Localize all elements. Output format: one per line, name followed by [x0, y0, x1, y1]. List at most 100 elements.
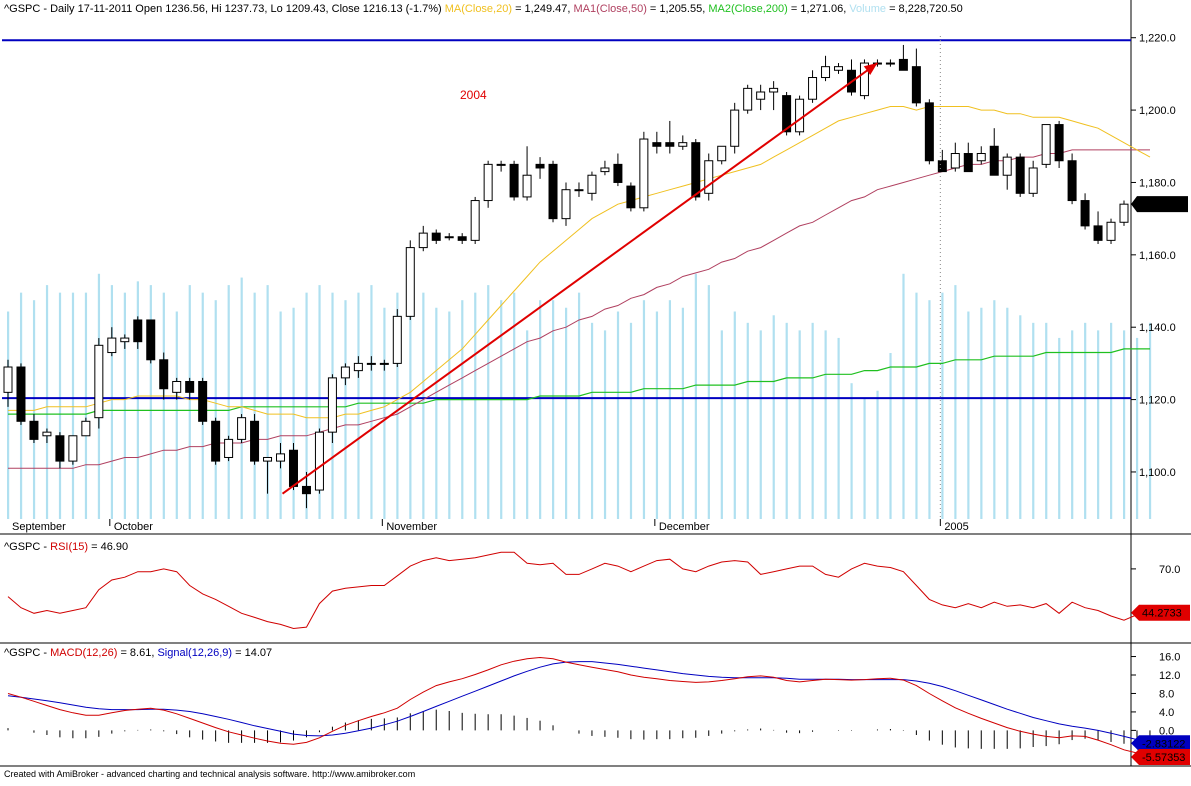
candle — [808, 70, 818, 103]
volume-bar — [7, 311, 10, 519]
macd-header: ^GSPC - MACD(12,26) = 8.61, Signal(12,26… — [4, 647, 272, 659]
candle — [366, 356, 376, 371]
candle-body — [665, 142, 675, 147]
candle — [340, 363, 350, 386]
macd-tick-label: 8.0 — [1159, 688, 1174, 700]
candle-body — [1106, 221, 1116, 241]
candle-body — [185, 380, 195, 393]
candle-body — [314, 431, 324, 491]
candle — [730, 102, 740, 154]
trendline-segment — [281, 62, 879, 495]
candle — [769, 81, 779, 111]
candle — [587, 171, 597, 201]
candle-body — [366, 362, 376, 365]
candle-body — [68, 435, 78, 462]
candle-body — [989, 145, 999, 176]
candle-body — [1119, 203, 1129, 223]
volume-bar — [603, 330, 607, 519]
candle — [301, 471, 311, 509]
volume-bar — [759, 330, 762, 519]
footer-credit: Created with AmiBroker - advanced charti… — [4, 769, 415, 779]
volume-bar — [1032, 322, 1035, 519]
candle — [1080, 193, 1090, 230]
candle — [327, 374, 337, 444]
volume-bar — [824, 330, 827, 519]
macd-tick-label: 16.0 — [1159, 652, 1180, 664]
candle-body — [574, 189, 584, 192]
candle-body — [146, 319, 156, 361]
candle-body — [353, 362, 363, 372]
volume-bar — [1006, 307, 1009, 519]
candle — [665, 120, 675, 154]
candle — [950, 142, 960, 172]
candle — [1093, 211, 1103, 244]
macd-header-prefix: ^GSPC - — [4, 647, 50, 659]
candle — [29, 414, 39, 444]
candle-body — [717, 145, 727, 162]
volume-bar — [967, 311, 970, 519]
candle-body — [133, 319, 143, 343]
volume-bar — [811, 322, 814, 519]
volume-bar — [694, 273, 697, 519]
candlesticks — [3, 44, 1129, 509]
candle — [1106, 218, 1116, 244]
volume-bar — [1071, 330, 1074, 519]
candle-body — [963, 153, 973, 173]
volume-bar — [1058, 337, 1061, 519]
signal-label: Signal(12,26,9) — [157, 647, 232, 659]
price-tick-label: 1,200.0 — [1139, 105, 1176, 117]
volume-bar — [110, 285, 114, 519]
volume-bar — [253, 292, 256, 519]
month-label: November — [386, 521, 437, 533]
candle-body — [639, 138, 649, 209]
volume-bar — [993, 300, 996, 519]
candle-body — [613, 163, 623, 183]
volume-bar — [227, 285, 230, 519]
candle-body — [704, 160, 714, 194]
candle-body — [55, 435, 65, 462]
price-tick-label: 1,220.0 — [1139, 33, 1176, 45]
volume-bar — [136, 281, 139, 519]
volume-bar — [370, 285, 373, 519]
last-price-label: 1,174.07 — [1141, 199, 1184, 211]
macd-y-axis: 0.0 4.0 8.0 12.0 16.0 -2.83122 -5.57353 — [1131, 652, 1190, 765]
volume-bar — [642, 300, 646, 519]
rsi-header-prefix: ^GSPC - — [4, 541, 50, 553]
candle-body — [81, 420, 91, 437]
volume-bar — [409, 300, 412, 519]
volume-bar — [941, 292, 944, 519]
candle — [263, 456, 273, 494]
candle-body — [224, 438, 234, 458]
candle-body — [937, 160, 947, 173]
volume-bar — [500, 300, 503, 519]
candle — [470, 196, 480, 244]
volume-bar — [785, 322, 788, 519]
candle — [211, 417, 221, 465]
candle-body — [327, 377, 337, 433]
volume-bar — [565, 307, 568, 519]
annotation-2004: 2004 — [460, 88, 487, 102]
trendline — [281, 62, 879, 495]
candle — [509, 160, 519, 201]
candle — [250, 414, 260, 465]
candle-body — [288, 449, 298, 487]
candle — [198, 377, 208, 425]
candle — [937, 149, 947, 173]
last-price-marker — [1131, 196, 1188, 213]
volume-bar — [733, 311, 736, 519]
candle — [704, 153, 714, 201]
candle-body — [120, 337, 130, 343]
candle-body — [678, 142, 688, 147]
volume-bar — [461, 300, 464, 519]
candle — [821, 55, 831, 82]
volume-bar — [448, 311, 451, 519]
candle-body — [301, 485, 311, 495]
candle — [133, 316, 143, 349]
candle-body — [769, 87, 779, 93]
volume-bar — [577, 292, 581, 519]
volume-bar — [616, 311, 620, 519]
candle — [496, 160, 506, 172]
candle — [55, 432, 65, 469]
volume-bar — [526, 330, 529, 519]
candle-body — [859, 62, 869, 97]
